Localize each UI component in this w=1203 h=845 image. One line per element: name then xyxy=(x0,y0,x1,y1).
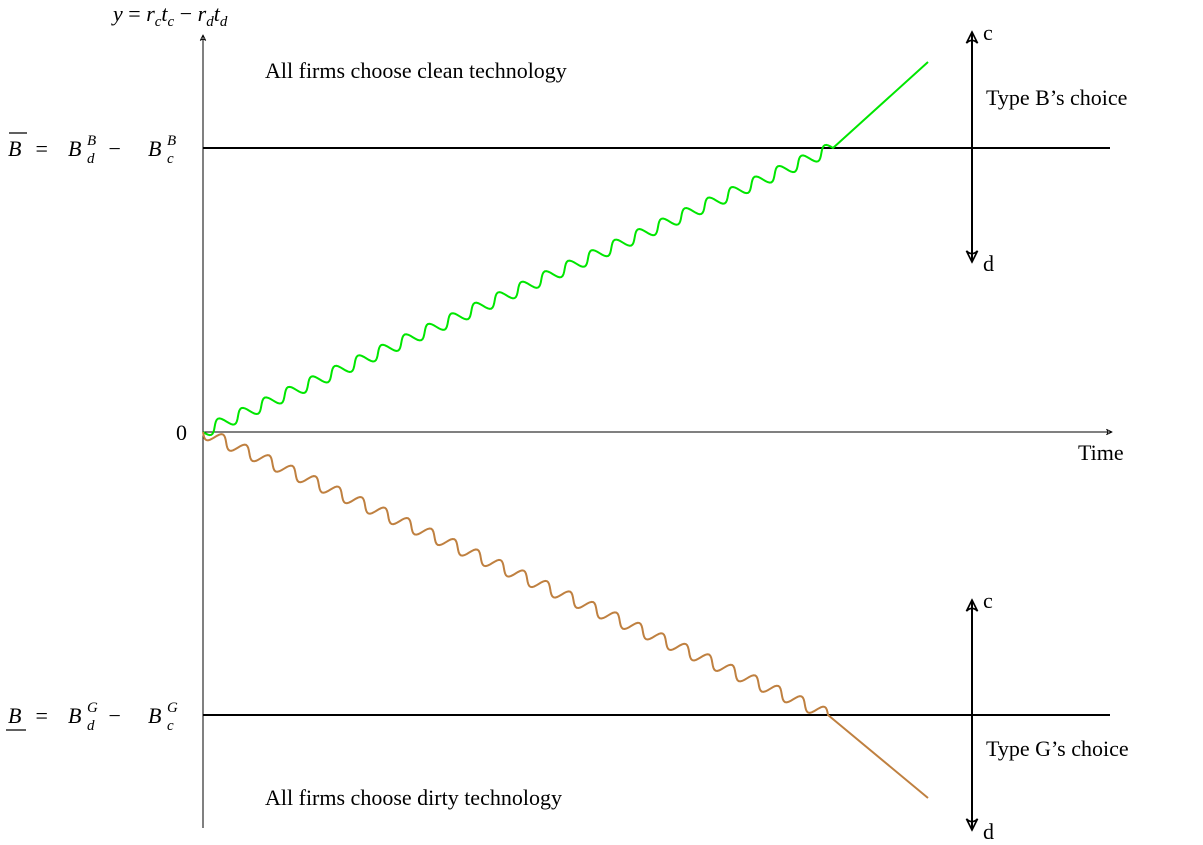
part: t xyxy=(214,1,221,26)
part: t xyxy=(161,1,168,26)
part: d xyxy=(220,14,228,30)
origin-label: 0 xyxy=(176,420,187,445)
threshold-part: c xyxy=(167,151,174,167)
threshold-part: G xyxy=(87,700,98,716)
y-axis-label: y = rctc − rdtd xyxy=(111,1,228,30)
threshold-part: d xyxy=(87,151,95,167)
x-axis-label: Time xyxy=(1078,440,1124,465)
choice-bottom: d xyxy=(983,251,994,276)
part: y xyxy=(111,1,123,26)
threshold-part: B xyxy=(167,133,176,149)
threshold-part: d xyxy=(87,718,95,734)
choice-title: Type G’s choice xyxy=(986,736,1129,761)
dirty-path xyxy=(202,431,929,799)
threshold-part: c xyxy=(167,718,174,734)
choice-top: c xyxy=(983,588,993,613)
threshold-part: B xyxy=(8,136,21,161)
threshold-part: B xyxy=(87,133,96,149)
part: d xyxy=(206,14,214,30)
threshold-part: = xyxy=(30,703,53,728)
threshold-part: G xyxy=(167,700,178,716)
threshold-part: B xyxy=(8,703,21,728)
region-label: All firms choose clean technology xyxy=(265,58,567,83)
choice-top: c xyxy=(983,20,993,45)
threshold-part: − xyxy=(103,136,126,161)
threshold-part: B xyxy=(68,136,81,161)
clean-path xyxy=(202,61,929,437)
part: c xyxy=(155,14,162,30)
part: = xyxy=(123,1,146,26)
choice-bottom: d xyxy=(983,819,994,844)
threshold-part: = xyxy=(30,136,53,161)
threshold-part: B xyxy=(148,703,161,728)
choice-title: Type B’s choice xyxy=(986,85,1127,110)
part: − xyxy=(174,1,197,26)
part: c xyxy=(168,14,175,30)
part: r xyxy=(198,1,207,26)
part: r xyxy=(146,1,155,26)
region-label: All firms choose dirty technology xyxy=(265,785,562,810)
threshold-part: − xyxy=(103,703,126,728)
threshold-part: B xyxy=(148,136,161,161)
threshold-part: B xyxy=(68,703,81,728)
